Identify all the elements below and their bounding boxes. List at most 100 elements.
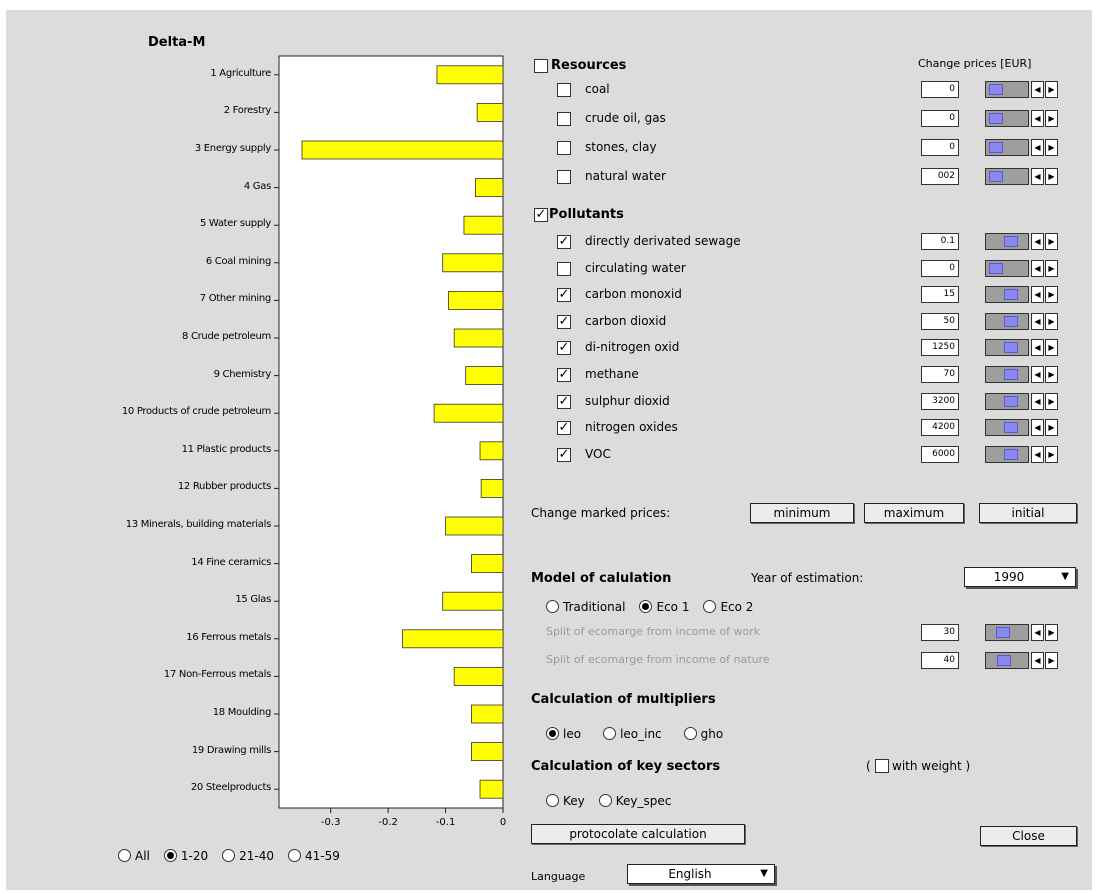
price-slider[interactable]	[985, 366, 1029, 383]
initial-button[interactable]: initial	[979, 503, 1077, 523]
item-checkbox[interactable]: ✓	[557, 313, 571, 329]
item-checkbox[interactable]	[557, 141, 571, 155]
decrement-arrow-icon[interactable]: ◀	[1031, 259, 1044, 277]
decrement-arrow-icon[interactable]: ◀	[1031, 339, 1044, 357]
radio-button[interactable]	[639, 600, 653, 613]
decrement-arrow-icon[interactable]: ◀	[1031, 233, 1044, 250]
increment-arrow-icon[interactable]: ▶	[1045, 139, 1058, 156]
increment-arrow-icon[interactable]: ▶	[1045, 652, 1058, 669]
resources-checkbox[interactable]	[534, 59, 548, 73]
radio-button[interactable]	[222, 849, 236, 862]
item-checkbox[interactable]	[557, 261, 571, 276]
range-option[interactable]: 41-59	[288, 849, 354, 864]
decrement-arrow-icon[interactable]: ◀	[1031, 366, 1044, 383]
increment-arrow-icon[interactable]: ▶	[1045, 286, 1058, 304]
radio-option[interactable]: Eco 2	[703, 596, 767, 615]
radio-button[interactable]	[288, 849, 301, 862]
price-value-field[interactable]: 0	[921, 110, 959, 127]
increment-arrow-icon[interactable]: ▶	[1045, 233, 1058, 250]
slider-thumb[interactable]	[1003, 422, 1018, 434]
price-slider[interactable]	[985, 81, 1029, 98]
slider-thumb[interactable]	[989, 142, 1004, 153]
slider-thumb[interactable]	[1003, 342, 1018, 354]
price-value-field[interactable]: 0	[921, 81, 959, 98]
with-weight-checkbox[interactable]	[875, 759, 889, 773]
close-button[interactable]: Close	[980, 826, 1077, 846]
price-value-field[interactable]: 70	[921, 366, 959, 383]
increment-arrow-icon[interactable]: ▶	[1045, 81, 1058, 98]
increment-arrow-icon[interactable]: ▶	[1045, 312, 1058, 330]
price-value-field[interactable]: 15	[921, 286, 959, 304]
price-slider[interactable]	[985, 259, 1029, 277]
price-value-field[interactable]: 30	[921, 624, 959, 641]
slider-thumb[interactable]	[1003, 315, 1018, 327]
radio-button[interactable]	[703, 600, 717, 613]
range-option[interactable]: All	[118, 849, 164, 864]
slider-thumb[interactable]	[997, 655, 1012, 666]
price-value-field[interactable]: 0	[921, 139, 959, 156]
price-value-field[interactable]: 3200	[921, 392, 959, 410]
radio-button[interactable]	[546, 794, 559, 807]
price-value-field[interactable]: 0.1	[921, 233, 959, 250]
radio-option[interactable]: Key	[546, 790, 599, 809]
price-value-field[interactable]: 0	[921, 259, 959, 277]
increment-arrow-icon[interactable]: ▶	[1045, 259, 1058, 277]
increment-arrow-icon[interactable]: ▶	[1045, 445, 1058, 463]
minimum-button[interactable]: minimum	[750, 503, 854, 523]
item-checkbox[interactable]	[557, 170, 571, 184]
slider-thumb[interactable]	[1003, 448, 1018, 460]
decrement-arrow-icon[interactable]: ◀	[1031, 168, 1044, 185]
price-value-field[interactable]: 002	[921, 168, 959, 185]
decrement-arrow-icon[interactable]: ◀	[1031, 286, 1044, 304]
slider-thumb[interactable]	[989, 262, 1004, 274]
radio-button[interactable]	[598, 794, 612, 807]
radio-option[interactable]: gho	[683, 723, 738, 742]
price-slider[interactable]	[985, 419, 1029, 437]
increment-arrow-icon[interactable]: ▶	[1045, 366, 1058, 383]
slider-thumb[interactable]	[1003, 289, 1018, 301]
slider-thumb[interactable]	[995, 627, 1010, 638]
price-value-field[interactable]: 1250	[921, 339, 959, 357]
price-slider[interactable]	[985, 233, 1029, 250]
radio-button[interactable]	[603, 727, 617, 740]
item-checkbox[interactable]: ✓	[557, 446, 571, 462]
decrement-arrow-icon[interactable]: ◀	[1031, 312, 1044, 330]
slider-thumb[interactable]	[989, 84, 1004, 95]
radio-option[interactable]: Eco 1	[639, 596, 703, 615]
language-select[interactable]: English ▼	[627, 864, 775, 884]
decrement-arrow-icon[interactable]: ◀	[1031, 392, 1044, 410]
item-checkbox[interactable]	[557, 112, 571, 126]
decrement-arrow-icon[interactable]: ◀	[1031, 419, 1044, 437]
increment-arrow-icon[interactable]: ▶	[1045, 110, 1058, 127]
decrement-arrow-icon[interactable]: ◀	[1031, 624, 1044, 641]
price-slider[interactable]	[985, 312, 1029, 330]
item-checkbox[interactable]: ✓	[557, 420, 571, 436]
price-slider[interactable]	[985, 286, 1029, 304]
price-value-field[interactable]: 4200	[921, 419, 959, 437]
maximum-button[interactable]: maximum	[864, 503, 964, 523]
decrement-arrow-icon[interactable]: ◀	[1031, 139, 1044, 156]
price-slider[interactable]	[985, 445, 1029, 463]
increment-arrow-icon[interactable]: ▶	[1045, 168, 1058, 185]
item-checkbox[interactable]: ✓	[557, 367, 571, 382]
price-slider[interactable]	[985, 624, 1029, 641]
increment-arrow-icon[interactable]: ▶	[1045, 624, 1058, 641]
pollutants-checkbox[interactable]: ✓	[534, 207, 548, 222]
radio-button[interactable]	[546, 727, 559, 740]
radio-button[interactable]	[118, 849, 131, 862]
radio-option[interactable]: leo_inc	[603, 723, 676, 742]
price-value-field[interactable]: 6000	[921, 445, 959, 463]
price-value-field[interactable]: 50	[921, 312, 959, 330]
price-slider[interactable]	[985, 652, 1029, 669]
radio-option[interactable]: Key_spec	[598, 790, 686, 809]
range-option[interactable]: 1-20	[163, 849, 222, 864]
radio-option[interactable]: Traditional	[546, 596, 639, 615]
increment-arrow-icon[interactable]: ▶	[1045, 339, 1058, 357]
slider-thumb[interactable]	[1003, 236, 1018, 247]
slider-thumb[interactable]	[989, 113, 1004, 124]
item-checkbox[interactable]: ✓	[557, 287, 571, 303]
slider-thumb[interactable]	[1003, 395, 1018, 407]
radio-button[interactable]	[546, 600, 559, 613]
item-checkbox[interactable]	[557, 83, 571, 97]
radio-button[interactable]	[683, 727, 697, 740]
